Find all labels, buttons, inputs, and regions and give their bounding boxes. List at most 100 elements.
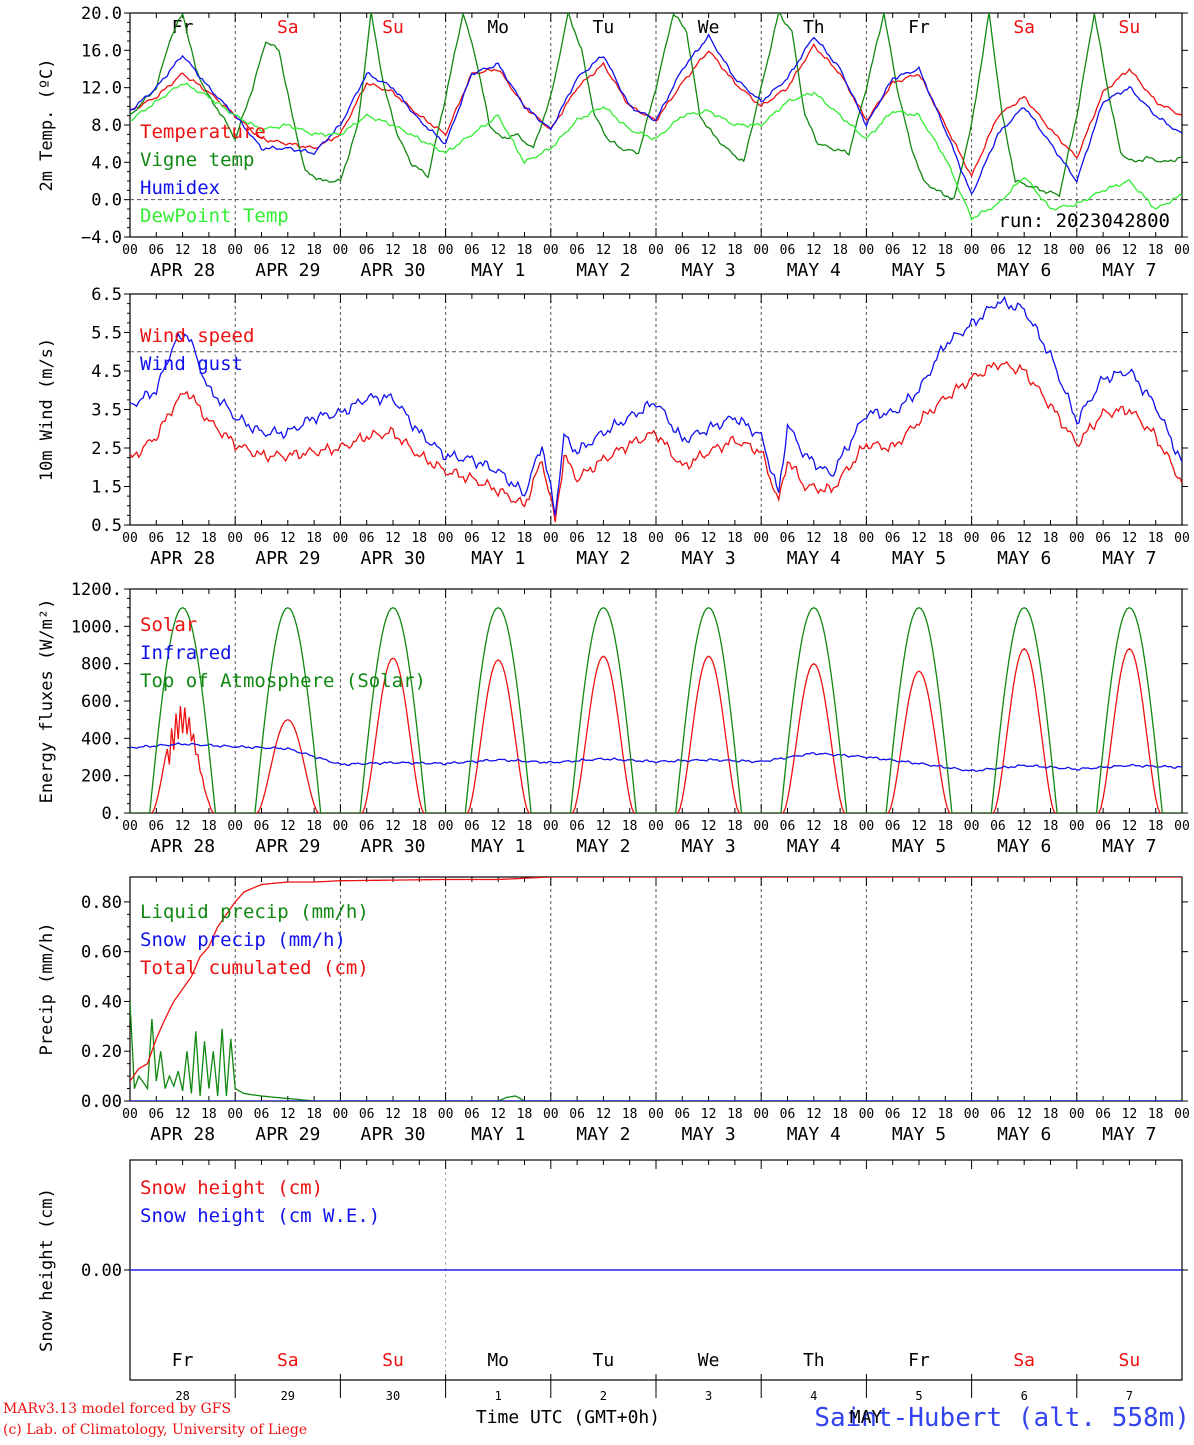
precip-day-label: MAY 7 bbox=[1102, 1124, 1156, 1145]
energy-hour-label: 06 bbox=[464, 819, 480, 834]
temp-y-tick-label: 4.0 bbox=[91, 153, 122, 173]
wind-hour-label: 00 bbox=[1069, 531, 1085, 546]
precip-hour-label: 00 bbox=[1174, 1107, 1190, 1122]
temp-hour-label: 18 bbox=[1148, 243, 1164, 258]
legend-entry: Snow precip (mm/h) bbox=[140, 929, 346, 951]
precip-hour-label: 06 bbox=[254, 1107, 270, 1122]
energy-y-tick-label: 200. bbox=[81, 767, 122, 787]
precip-y-tick-label: 0.20 bbox=[81, 1042, 122, 1062]
precip-hour-label: 12 bbox=[1016, 1107, 1032, 1122]
energy-hour-label: 18 bbox=[517, 819, 533, 834]
energy-hour-label: 00 bbox=[964, 819, 980, 834]
wind-day-label: APR 30 bbox=[360, 548, 425, 569]
precip-series-group bbox=[130, 877, 1182, 1101]
wind-y-tick-label: 6.5 bbox=[91, 285, 122, 305]
precip-hour-label: 06 bbox=[569, 1107, 585, 1122]
energy-hour-label: 12 bbox=[385, 819, 401, 834]
energy-hour-label: 00 bbox=[122, 819, 138, 834]
weekday-label: We bbox=[698, 17, 720, 38]
precip-hour-label: 18 bbox=[937, 1107, 953, 1122]
wind-hour-label: 06 bbox=[464, 531, 480, 546]
wind-day-label: MAY 4 bbox=[787, 548, 841, 569]
series-line-liquid-precip-mm-h- bbox=[130, 1001, 1182, 1101]
weekday-label: Tu bbox=[593, 17, 615, 38]
precip-hour-label: 18 bbox=[832, 1107, 848, 1122]
precip-hour-label: 12 bbox=[385, 1107, 401, 1122]
day-number-label: 30 bbox=[386, 1389, 400, 1403]
temp-hour-label: 18 bbox=[937, 243, 953, 258]
temp-hour-label: 12 bbox=[806, 243, 822, 258]
temp-day-label: APR 29 bbox=[255, 260, 320, 281]
footer: MARv3.13 model forced by GFS (c) Lab. of… bbox=[3, 1401, 1190, 1438]
precip-hour-label: 06 bbox=[148, 1107, 164, 1122]
day-number-label: 5 bbox=[915, 1389, 922, 1403]
temp-hour-label: 12 bbox=[385, 243, 401, 258]
day-number-label: 3 bbox=[705, 1389, 712, 1403]
precip-hour-label: 12 bbox=[806, 1107, 822, 1122]
weekday-label: Su bbox=[1119, 1350, 1141, 1371]
temp-hour-label: 12 bbox=[596, 243, 612, 258]
legend-entry: Wind speed bbox=[140, 325, 254, 347]
wind-hour-label: 00 bbox=[648, 531, 664, 546]
weekday-label: Su bbox=[382, 17, 404, 38]
temp-hour-label: 12 bbox=[175, 243, 191, 258]
series-line-solar bbox=[130, 647, 1182, 813]
weekday-label: Mo bbox=[487, 17, 509, 38]
x-axis-label: Time UTC (GMT+0h) bbox=[476, 1407, 660, 1428]
series-line-humidex bbox=[130, 33, 1182, 196]
precip-hour-label: 12 bbox=[490, 1107, 506, 1122]
energy-hour-label: 06 bbox=[148, 819, 164, 834]
energy-hour-label: 18 bbox=[937, 819, 953, 834]
day-number-label: 2 bbox=[600, 1389, 607, 1403]
precip-hour-label: 00 bbox=[753, 1107, 769, 1122]
temp-hour-label: 00 bbox=[1069, 243, 1085, 258]
precip-day-label: MAY 3 bbox=[682, 1124, 736, 1145]
temp-series-group bbox=[130, 13, 1182, 221]
station-name: Saint-Hubert (alt. 558m) bbox=[814, 1403, 1190, 1433]
temp-hour-label: 00 bbox=[648, 243, 664, 258]
energy-hour-label: 00 bbox=[859, 819, 875, 834]
wind-hour-label: 06 bbox=[148, 531, 164, 546]
temp-y-tick-label: −4.0 bbox=[81, 228, 122, 248]
energy-hour-label: 00 bbox=[227, 819, 243, 834]
weekday-label: Fr bbox=[908, 1350, 930, 1371]
precip-hour-label: 00 bbox=[964, 1107, 980, 1122]
wind-hour-label: 06 bbox=[674, 531, 690, 546]
energy-series-group bbox=[130, 606, 1182, 813]
wind-y-tick-label: 4.5 bbox=[91, 362, 122, 382]
wind-day-label: APR 29 bbox=[255, 548, 320, 569]
wind-hour-label: 18 bbox=[517, 531, 533, 546]
energy-day-label: MAY 4 bbox=[787, 836, 841, 857]
precip-hour-label: 12 bbox=[701, 1107, 717, 1122]
temp-hour-label: 12 bbox=[911, 243, 927, 258]
energy-hour-label: 06 bbox=[359, 819, 375, 834]
precip-hour-label: 12 bbox=[596, 1107, 612, 1122]
energy-hour-label: 18 bbox=[622, 819, 638, 834]
legend-entry: Infrared bbox=[140, 642, 232, 664]
wind-hour-label: 12 bbox=[385, 531, 401, 546]
precip-hour-label: 18 bbox=[622, 1107, 638, 1122]
wind-hour-label: 06 bbox=[1095, 531, 1111, 546]
energy-day-label: MAY 6 bbox=[997, 836, 1051, 857]
day-number-label: 6 bbox=[1021, 1389, 1028, 1403]
wind-y-tick-label: 2.5 bbox=[91, 439, 122, 459]
wind-hour-label: 12 bbox=[1016, 531, 1032, 546]
temp-hour-label: 12 bbox=[1016, 243, 1032, 258]
temp-day-label: APR 30 bbox=[360, 260, 425, 281]
wind-hour-label: 06 bbox=[359, 531, 375, 546]
precip-panel: 0.80 0.60 0.40 0.20 0.00 Precip (mm/h) 00 06 12 1… bbox=[37, 876, 1190, 1145]
precip-hour-label: 00 bbox=[122, 1107, 138, 1122]
weekday-label: Sa bbox=[277, 17, 299, 38]
temp-hour-label: 06 bbox=[254, 243, 270, 258]
wind-hour-label: 18 bbox=[306, 531, 322, 546]
legend-entry: Humidex bbox=[140, 177, 220, 199]
precip-hour-label: 18 bbox=[727, 1107, 743, 1122]
precip-hour-label: 00 bbox=[438, 1107, 454, 1122]
precip-y-axis-label: Precip (mm/h) bbox=[37, 922, 57, 1055]
precip-hour-label: 12 bbox=[280, 1107, 296, 1122]
precip-hour-label: 18 bbox=[1148, 1107, 1164, 1122]
wind-hour-label: 18 bbox=[1148, 531, 1164, 546]
energy-hour-label: 00 bbox=[1069, 819, 1085, 834]
temp-hour-label: 06 bbox=[674, 243, 690, 258]
